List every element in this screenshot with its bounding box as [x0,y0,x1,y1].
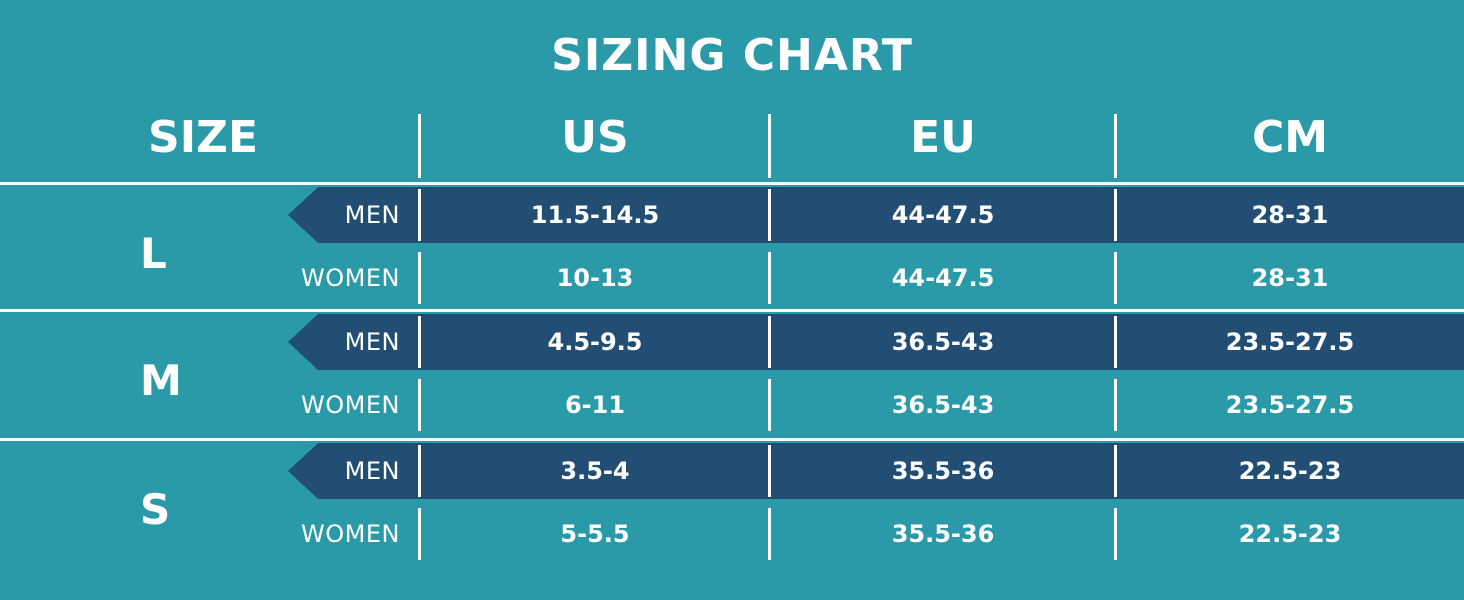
cell-divider [768,189,771,241]
gender-label: MEN [344,328,400,356]
cell-divider [418,189,421,241]
header-cm: CM [1251,112,1329,163]
row-arrow [288,443,318,499]
cell-divider [1114,316,1117,368]
cell-divider [1114,508,1117,560]
size-label-s: S [140,485,171,534]
cell-eu: 44-47.5 [891,201,995,229]
cell-divider [418,445,421,497]
group-divider [0,309,1464,312]
group-divider [0,438,1464,441]
gender-label: MEN [344,201,400,229]
cell-cm: 23.5-27.5 [1225,391,1355,419]
header-divider [1114,114,1117,178]
gender-label: WOMEN [301,391,400,419]
row-highlight [318,443,1464,499]
gender-label: MEN [344,457,400,485]
gender-label: WOMEN [301,264,400,292]
cell-divider [768,316,771,368]
header-us: US [561,112,629,163]
row-highlight [318,187,1464,243]
cell-divider [1114,379,1117,431]
cell-cm: 22.5-23 [1238,520,1342,548]
header-divider [768,114,771,178]
cell-divider [768,379,771,431]
cell-divider [768,508,771,560]
cell-cm: 28-31 [1251,264,1329,292]
cell-us: 6-11 [564,391,626,419]
cell-divider [1114,445,1117,497]
cell-eu: 35.5-36 [891,457,995,485]
cell-divider [418,379,421,431]
cell-cm: 22.5-23 [1238,457,1342,485]
row-highlight [318,314,1464,370]
cell-divider [768,252,771,304]
cell-us: 3.5-4 [560,457,630,485]
row-arrow [288,314,318,370]
size-label-m: M [140,356,182,405]
cell-divider [1114,189,1117,241]
header-divider [418,114,421,178]
gender-label: WOMEN [301,520,400,548]
cell-us: 11.5-14.5 [530,201,660,229]
cell-eu: 44-47.5 [891,264,995,292]
cell-divider [1114,252,1117,304]
cell-divider [768,445,771,497]
cell-us: 4.5-9.5 [547,328,643,356]
group-divider [0,182,1464,185]
cell-us: 10-13 [556,264,634,292]
size-label-l: L [140,229,167,278]
cell-divider [418,316,421,368]
header-size: SIZE [148,112,259,163]
header-eu: EU [910,112,976,163]
row-arrow [288,187,318,243]
cell-divider [418,508,421,560]
cell-eu: 36.5-43 [891,328,995,356]
cell-cm: 28-31 [1251,201,1329,229]
cell-eu: 35.5-36 [891,520,995,548]
cell-cm: 23.5-27.5 [1225,328,1355,356]
chart-title: SIZING CHART [551,30,913,81]
cell-divider [418,252,421,304]
cell-eu: 36.5-43 [891,391,995,419]
cell-us: 5-5.5 [560,520,630,548]
